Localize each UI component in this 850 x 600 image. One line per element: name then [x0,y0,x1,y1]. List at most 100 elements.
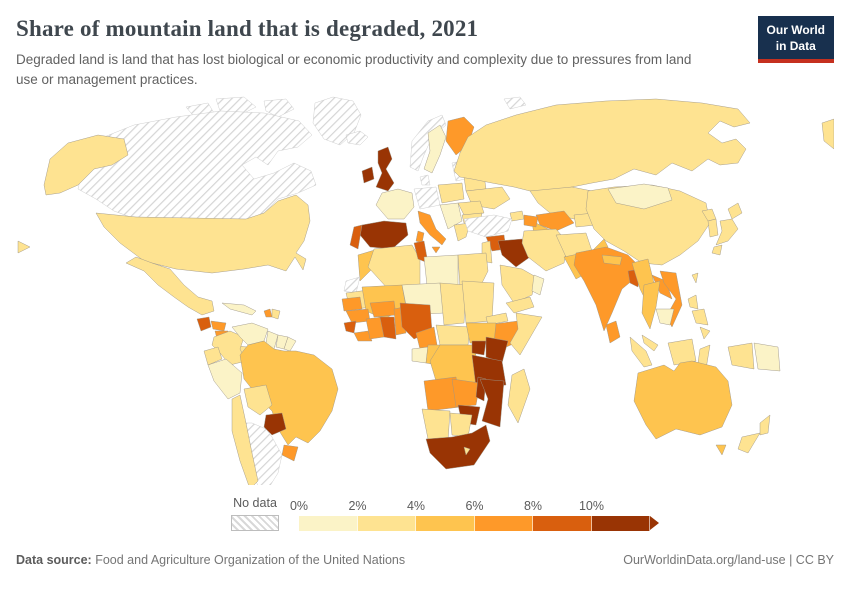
legend-bin-segment[interactable] [591,516,650,532]
country-algeria[interactable] [367,244,421,292]
legend-bin-segment[interactable] [357,516,416,532]
country-egypt[interactable] [457,252,489,290]
country-yemen[interactable] [505,296,535,314]
country-georgia[interactable] [509,210,525,222]
country-nepal[interactable] [601,254,623,266]
country-somalia[interactable] [509,312,543,356]
country-senegal[interactable] [341,296,363,312]
country-indonesia-borneo[interactable] [667,338,697,366]
country-bolivia[interactable] [243,384,273,416]
country-peru[interactable] [207,358,243,400]
country-haiti[interactable] [263,308,273,318]
country-south-korea[interactable] [707,218,719,238]
country-balkans[interactable] [439,202,463,230]
country-western-sahara[interactable] [343,276,361,294]
country-spain[interactable] [359,220,409,250]
legend-bin-segment[interactable] [533,516,592,532]
country-india[interactable] [573,246,639,332]
country-honduras[interactable] [210,320,227,332]
country-romania[interactable] [457,200,485,216]
country-sierra-leone[interactable] [343,320,357,334]
country-south-africa[interactable] [425,424,491,470]
legend-no-data-swatch[interactable] [231,515,279,532]
country-mexico[interactable] [125,256,215,316]
country-philippines[interactable] [691,308,709,326]
country-burkina-faso[interactable] [369,300,397,318]
country-uganda[interactable] [471,340,487,356]
country-philippines[interactable] [687,294,699,310]
country-indonesia-sumatra[interactable] [629,336,653,368]
country-guatemala[interactable] [196,316,212,332]
country-new-zealand-south[interactable] [737,432,761,454]
country-united-states[interactable] [95,194,311,274]
country-ecuador[interactable] [203,346,223,366]
country-dominican-republic[interactable] [271,308,281,320]
country-new-zealand-north[interactable] [759,414,771,436]
country-madagascar[interactable] [507,368,531,424]
country-malaysia[interactable] [641,334,659,352]
country-germany[interactable] [413,186,441,210]
country-portugal[interactable] [349,224,363,250]
country-united-states-alaska[interactable] [43,134,129,196]
legend-bin-segment[interactable] [474,516,533,532]
country-uruguay[interactable] [281,444,299,462]
country-australia-tasmania[interactable] [715,444,727,456]
country-italy-sicily[interactable] [431,246,441,254]
country-papua-new-guinea[interactable] [753,342,781,372]
country-united-states-hawaii[interactable] [17,240,31,254]
country-italy[interactable] [417,210,447,246]
legend-bin-segment[interactable] [299,516,358,532]
country-central-african-republic[interactable] [435,324,471,346]
country-russia[interactable] [453,98,751,192]
country-paraguay[interactable] [263,412,287,436]
country-greece[interactable] [453,222,471,242]
country-uzbekistan[interactable] [535,210,575,232]
country-cambodia[interactable] [655,308,675,326]
country-iran[interactable] [521,228,569,272]
country-france[interactable] [375,188,415,220]
country-namibia[interactable] [421,408,451,442]
legend-bar[interactable] [299,516,679,532]
country-ireland[interactable] [361,166,375,184]
country-arctic-islands[interactable] [215,96,257,116]
country-iraq[interactable] [497,238,531,268]
country-sri-lanka[interactable] [605,320,621,344]
country-arctic-islands[interactable] [503,96,527,110]
legend-bin-segment[interactable] [416,516,475,532]
country-philippines[interactable] [699,326,711,340]
country-azerbaijan[interactable] [523,214,539,228]
country-arctic-islands[interactable] [263,98,295,118]
country-united-kingdom[interactable] [375,146,395,192]
country-liberia[interactable] [353,330,373,342]
country-poland[interactable] [437,182,465,204]
country-saudi-arabia[interactable] [499,264,537,304]
country-mongolia[interactable] [607,183,673,210]
country-iceland[interactable] [345,130,369,146]
country-botswana[interactable] [449,412,473,438]
country-gabon[interactable] [411,346,429,364]
country-japan-honshu[interactable] [715,218,739,246]
data-source-note: Data source: Food and Agriculture Organi… [16,553,405,567]
owid-logo[interactable]: Our World in Data [757,16,834,64]
country-ghana[interactable] [379,316,397,340]
footer-license-link[interactable]: OurWorldinData.org/land-use | CC BY [623,553,834,568]
country-taiwan[interactable] [691,272,699,284]
country-australia[interactable] [633,360,733,440]
country-japan-kyushu[interactable] [711,244,723,256]
country-russia-east[interactable] [821,118,834,150]
country-japan-hokkaido[interactable] [727,202,743,220]
country-thailand[interactable] [641,280,661,330]
country-turkey[interactable] [463,214,513,238]
country-chad[interactable] [439,282,467,326]
country-chile[interactable] [231,394,259,486]
country-indonesia-papua[interactable] [727,342,755,370]
country-denmark[interactable] [419,174,431,186]
country-oman[interactable] [531,274,545,296]
country-mozambique[interactable] [479,378,505,428]
country-cuba[interactable] [221,302,257,316]
country-zambia[interactable] [451,378,481,408]
country-lesotho[interactable] [463,446,471,456]
country-eritrea[interactable] [485,312,509,326]
data-source-label: Data source: [16,553,92,568]
country-sweden[interactable] [423,124,447,174]
